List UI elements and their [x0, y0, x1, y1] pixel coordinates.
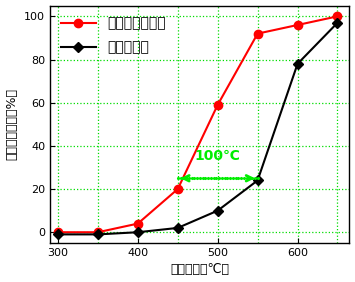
クリオゲル触媒 — [96, 231, 100, 234]
クリオゲル触媒 — [136, 222, 140, 225]
クリオゲル触媒 — [56, 231, 60, 234]
X-axis label: 反応温度（℃）: 反応温度（℃） — [170, 263, 229, 276]
Line: クリオゲル触媒: クリオゲル触媒 — [54, 12, 342, 236]
クリオゲル触媒 — [256, 32, 260, 35]
Line: 従来法触媒: 従来法触媒 — [54, 19, 341, 238]
従来法触媒 — [176, 226, 180, 230]
クリオゲル触媒 — [295, 23, 300, 27]
従来法触媒 — [96, 233, 100, 236]
Text: 100℃: 100℃ — [195, 149, 241, 163]
従来法触媒 — [215, 209, 220, 212]
Legend: クリオゲル触媒, 従来法触媒: クリオゲル触媒, 従来法触媒 — [57, 12, 170, 59]
従来法触媒 — [256, 179, 260, 182]
従来法触媒 — [56, 233, 60, 236]
Y-axis label: メタン除去率（%）: メタン除去率（%） — [6, 88, 18, 160]
従来法触媒 — [136, 231, 140, 234]
従来法触媒 — [295, 62, 300, 65]
従来法触媒 — [335, 21, 340, 25]
クリオゲル触媒 — [215, 103, 220, 107]
クリオゲル触媒 — [335, 15, 340, 18]
クリオゲル触媒 — [176, 187, 180, 191]
